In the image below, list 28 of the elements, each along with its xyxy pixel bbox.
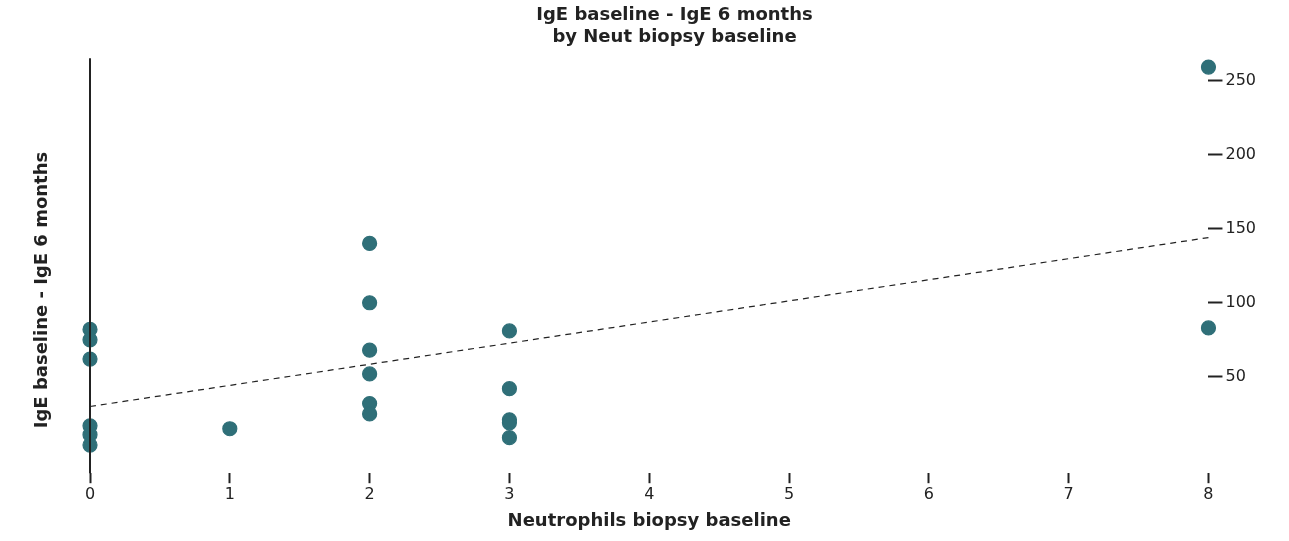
point <box>222 421 238 437</box>
point <box>501 323 518 339</box>
point <box>362 406 378 422</box>
x-tick-label: 5 <box>783 483 795 503</box>
point <box>501 430 518 446</box>
y-axis-title: IgE baseline - IgE 6 months <box>29 151 51 429</box>
point <box>362 366 378 382</box>
point <box>1200 59 1217 75</box>
point <box>362 295 378 311</box>
x-tick-label: 3 <box>504 483 515 503</box>
x-tick-label: 0 <box>84 483 96 503</box>
point <box>1200 320 1217 336</box>
point <box>501 381 518 397</box>
x-tick-label: 7 <box>1063 483 1074 503</box>
y-tick-label: 200 <box>1225 143 1257 163</box>
chart-title: IgE baseline - IgE 6 months by Neut biopsy baseline <box>536 3 813 47</box>
point <box>362 235 378 252</box>
x-tick-label: 8 <box>1203 483 1214 503</box>
y-tick-label: 100 <box>1225 291 1257 311</box>
y-tick-label: 50 <box>1225 366 1246 386</box>
x-axis-title: Neutrophils biopsy baseline <box>507 508 791 530</box>
x-tick-label: 6 <box>923 483 934 503</box>
point <box>362 342 378 358</box>
x-tick-label: 1 <box>224 483 235 503</box>
x-tick-label: 2 <box>364 483 375 503</box>
x-tick-label: 4 <box>644 483 655 503</box>
y-tick-label: 150 <box>1225 217 1257 237</box>
y-tick-label: 250 <box>1225 69 1257 89</box>
